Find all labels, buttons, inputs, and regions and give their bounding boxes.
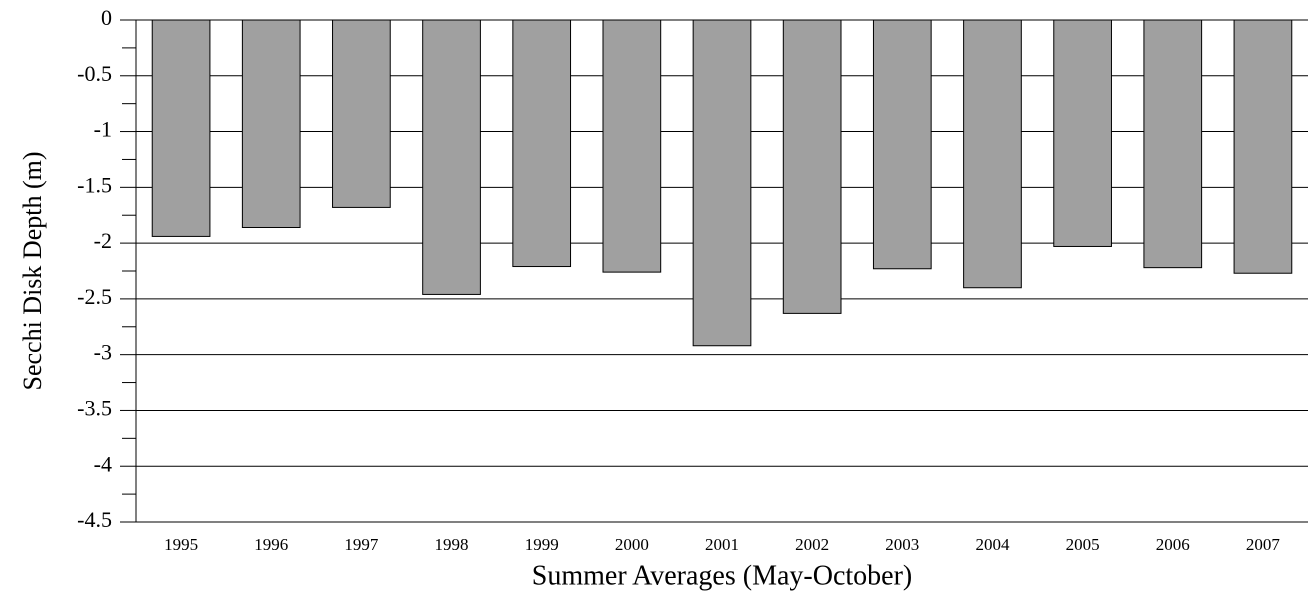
y-tick-label: -4	[94, 451, 112, 476]
x-tick-label: 1995	[164, 535, 198, 554]
x-tick-label: 1997	[344, 535, 379, 554]
bar	[872, 19, 932, 270]
bar	[602, 19, 662, 273]
x-tick-label: 2006	[1156, 535, 1190, 554]
x-tick-label: 2004	[975, 535, 1010, 554]
y-tick-label: -1.5	[77, 172, 112, 197]
bar	[963, 19, 1022, 289]
x-tick-label: 2003	[885, 535, 919, 554]
y-tick-label: -1	[94, 117, 112, 142]
bar	[332, 19, 391, 208]
bar	[422, 19, 481, 295]
y-tick-label: -2	[94, 228, 112, 253]
x-tick-label: 2002	[795, 535, 829, 554]
y-axis-title: Secchi Disk Depth (m)	[18, 151, 47, 390]
x-tick-label: 2001	[705, 535, 739, 554]
bar	[692, 19, 752, 347]
bar	[512, 19, 572, 268]
y-tick-label: -4.5	[77, 507, 112, 532]
y-tick-label: 0	[101, 5, 112, 30]
bar	[241, 19, 301, 228]
x-tick-label: 2000	[615, 535, 649, 554]
x-tick-label: 1996	[254, 535, 288, 554]
x-tick-label: 1999	[525, 535, 559, 554]
y-tick-label: -3	[94, 340, 112, 365]
x-tick-label: 1998	[435, 535, 469, 554]
x-tick-label: 2007	[1246, 535, 1281, 554]
bar	[1053, 19, 1112, 247]
x-tick-label: 2005	[1066, 535, 1100, 554]
x-axis-title: Summer Averages (May-October)	[532, 560, 912, 591]
y-tick-label: -3.5	[77, 395, 112, 420]
bar	[151, 19, 211, 237]
y-tick-label: -0.5	[77, 61, 112, 86]
y-tick-label: -2.5	[77, 284, 112, 309]
bar	[782, 19, 842, 314]
bar	[1143, 19, 1203, 269]
bar	[1233, 19, 1293, 274]
